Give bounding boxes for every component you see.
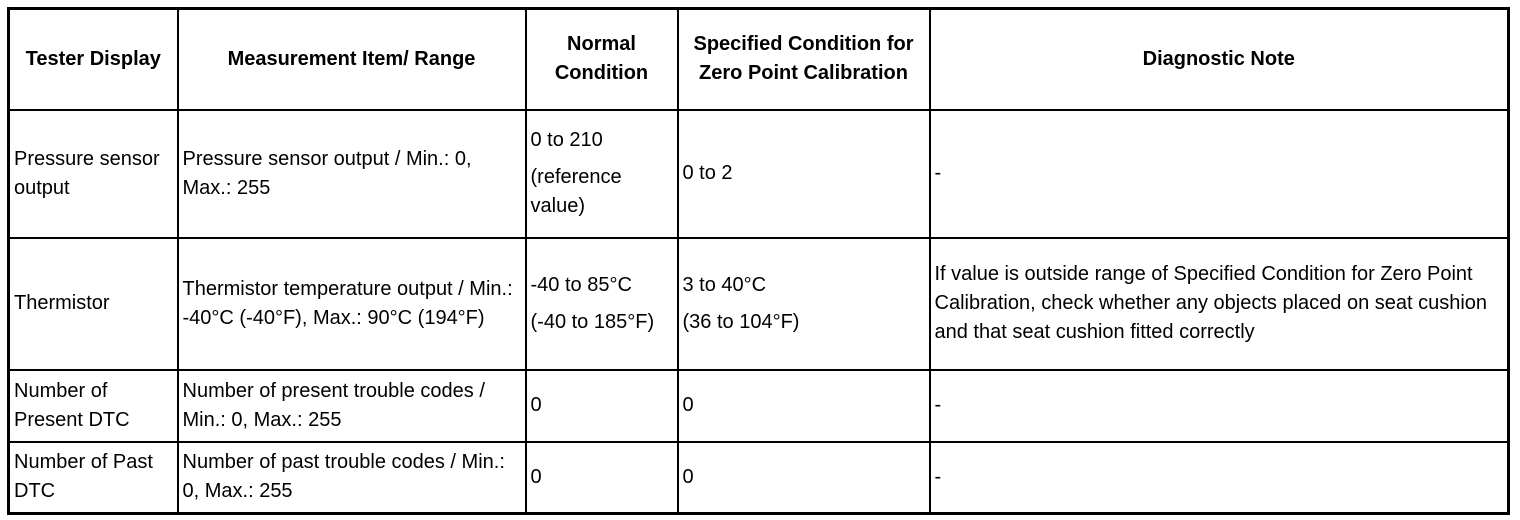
cell-text: Pressure sensor output bbox=[14, 147, 160, 199]
cell-text: Number of Past DTC bbox=[14, 451, 153, 503]
cell-text: 0 bbox=[682, 465, 694, 488]
header-cell: Measurement Item/ Range bbox=[176, 7, 527, 111]
cell-text: Thermistor temperature output / Min.: -4… bbox=[182, 277, 513, 329]
cell-text: 3 to 40°C bbox=[682, 273, 767, 296]
cell-text: Number of present trouble codes / Min.: … bbox=[182, 379, 485, 431]
header-cell: Specified Condition for Zero Point Calib… bbox=[676, 7, 931, 111]
table-cell: 0 bbox=[524, 440, 679, 515]
table-cell: Number of present trouble codes / Min.: … bbox=[176, 368, 527, 443]
header-row: Tester Display Measurement Item/ Range Nor… bbox=[7, 7, 1510, 111]
cell-text: Number of past trouble codes / Min.: 0, … bbox=[182, 451, 505, 503]
cell-text: (-40 to 185°F) bbox=[530, 310, 655, 333]
cell-text: 0 bbox=[682, 394, 694, 416]
table-cell: Pressure sensor output / Min.: 0, Max.: … bbox=[176, 108, 527, 239]
table-cell: 0 to 2 bbox=[676, 108, 931, 239]
header-cell: Normal Condition bbox=[524, 7, 679, 111]
cell-text: 0 to 210 bbox=[530, 129, 603, 151]
cell-text: Number of Present DTC bbox=[14, 379, 130, 431]
table-row: Pressure sensor output Pressure sensor ou… bbox=[7, 108, 1510, 239]
table-cell: 0 bbox=[524, 368, 679, 443]
cell-text: 0 bbox=[530, 394, 542, 416]
table-cell: 0 bbox=[676, 368, 931, 443]
table-row: Number of Present DTC Number of present t… bbox=[7, 368, 1510, 443]
table-cell: Pressure sensor output bbox=[7, 108, 179, 239]
table-cell: Thermistor temperature output / Min.: -4… bbox=[176, 236, 527, 371]
cell-text: - bbox=[934, 465, 942, 488]
cell-text: - bbox=[934, 162, 942, 184]
table-cell: - bbox=[928, 440, 1510, 515]
table-row: Number of Past DTC Number of past trouble… bbox=[7, 440, 1510, 515]
table-cell: If value is outside range of Specified C… bbox=[928, 236, 1510, 371]
cell-text: Pressure sensor output / Min.: 0, Max.: … bbox=[182, 147, 472, 199]
table-cell: -40 to 85°C (-40 to 185°F) bbox=[524, 236, 679, 371]
cell-text: Thermistor bbox=[14, 292, 110, 314]
table-row: Thermistor Thermistor temperature output … bbox=[7, 236, 1510, 371]
header-cell: Diagnostic Note bbox=[928, 7, 1510, 111]
table-cell: Number of Past DTC bbox=[7, 440, 179, 515]
header-cell: Tester Display bbox=[7, 7, 179, 111]
cell-text: If value is outside range of Specified C… bbox=[934, 263, 1488, 343]
cell-text: 0 bbox=[530, 465, 542, 488]
cell-text: (reference value) bbox=[530, 166, 622, 217]
table-cell: Number of past trouble codes / Min.: 0, … bbox=[176, 440, 527, 515]
data-table: Tester Display Measurement Item/ Range Nor… bbox=[7, 7, 1510, 515]
cell-text: (36 to 104°F) bbox=[682, 310, 800, 333]
table-cell: - bbox=[928, 108, 1510, 239]
table-cell: 0 bbox=[676, 440, 931, 515]
cell-text: 0 to 2 bbox=[682, 162, 733, 184]
cell-text: -40 to 85°C bbox=[530, 273, 632, 296]
cell-text: - bbox=[934, 394, 942, 416]
table-cell: - bbox=[928, 368, 1510, 443]
table-cell: 3 to 40°C (36 to 104°F) bbox=[676, 236, 931, 371]
table-cell: Thermistor bbox=[7, 236, 179, 371]
table-cell: 0 to 210 (reference value) bbox=[524, 108, 679, 239]
table-cell: Number of Present DTC bbox=[7, 368, 179, 443]
